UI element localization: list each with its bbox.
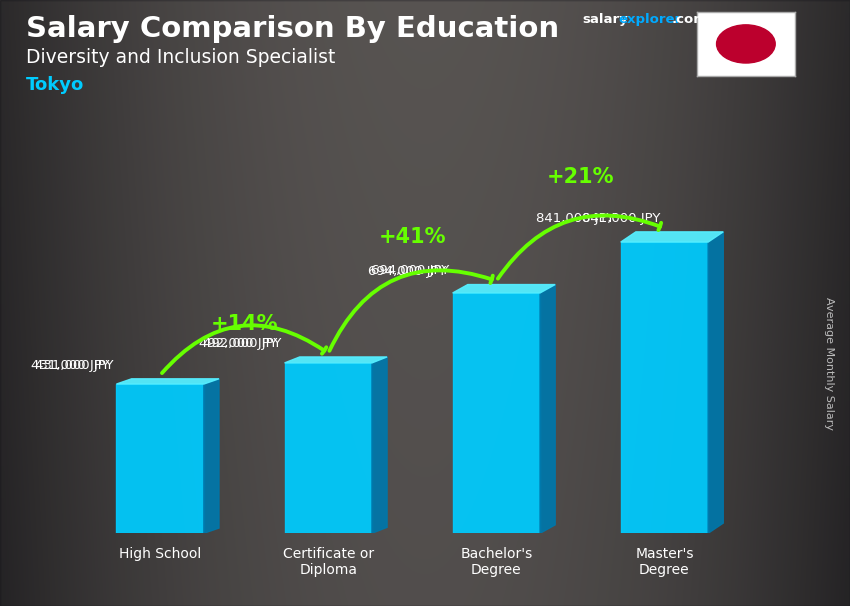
- Polygon shape: [116, 379, 219, 384]
- Text: salary: salary: [582, 13, 628, 26]
- Polygon shape: [620, 232, 723, 242]
- Text: 492,000 JPY: 492,000 JPY: [203, 337, 281, 350]
- Text: .com: .com: [672, 13, 707, 26]
- Text: 694,000 JPY: 694,000 JPY: [371, 264, 450, 278]
- Text: +21%: +21%: [547, 167, 615, 187]
- Text: Salary Comparison By Education: Salary Comparison By Education: [26, 15, 558, 43]
- Text: 694,000 JPY: 694,000 JPY: [368, 265, 446, 278]
- Text: 841,000 JPY: 841,000 JPY: [581, 211, 660, 225]
- Polygon shape: [204, 379, 219, 533]
- Text: +14%: +14%: [211, 315, 278, 335]
- Circle shape: [717, 25, 775, 63]
- Text: Average Monthly Salary: Average Monthly Salary: [824, 297, 834, 430]
- Bar: [116, 384, 204, 533]
- Bar: [453, 293, 540, 533]
- Text: +41%: +41%: [378, 227, 446, 247]
- Polygon shape: [372, 357, 387, 533]
- Bar: [620, 242, 708, 533]
- Text: explorer: explorer: [618, 13, 681, 26]
- Text: 841,000 JPY: 841,000 JPY: [536, 212, 614, 225]
- Polygon shape: [285, 357, 387, 363]
- Text: 431,000 JPY: 431,000 JPY: [35, 359, 113, 371]
- Polygon shape: [708, 232, 723, 533]
- Text: Diversity and Inclusion Specialist: Diversity and Inclusion Specialist: [26, 48, 335, 67]
- Text: Tokyo: Tokyo: [26, 76, 84, 94]
- Bar: [285, 363, 372, 533]
- Polygon shape: [540, 285, 555, 533]
- Text: 492,000 JPY: 492,000 JPY: [200, 338, 278, 350]
- Text: 431,000 JPY: 431,000 JPY: [31, 359, 110, 372]
- Polygon shape: [453, 285, 555, 293]
